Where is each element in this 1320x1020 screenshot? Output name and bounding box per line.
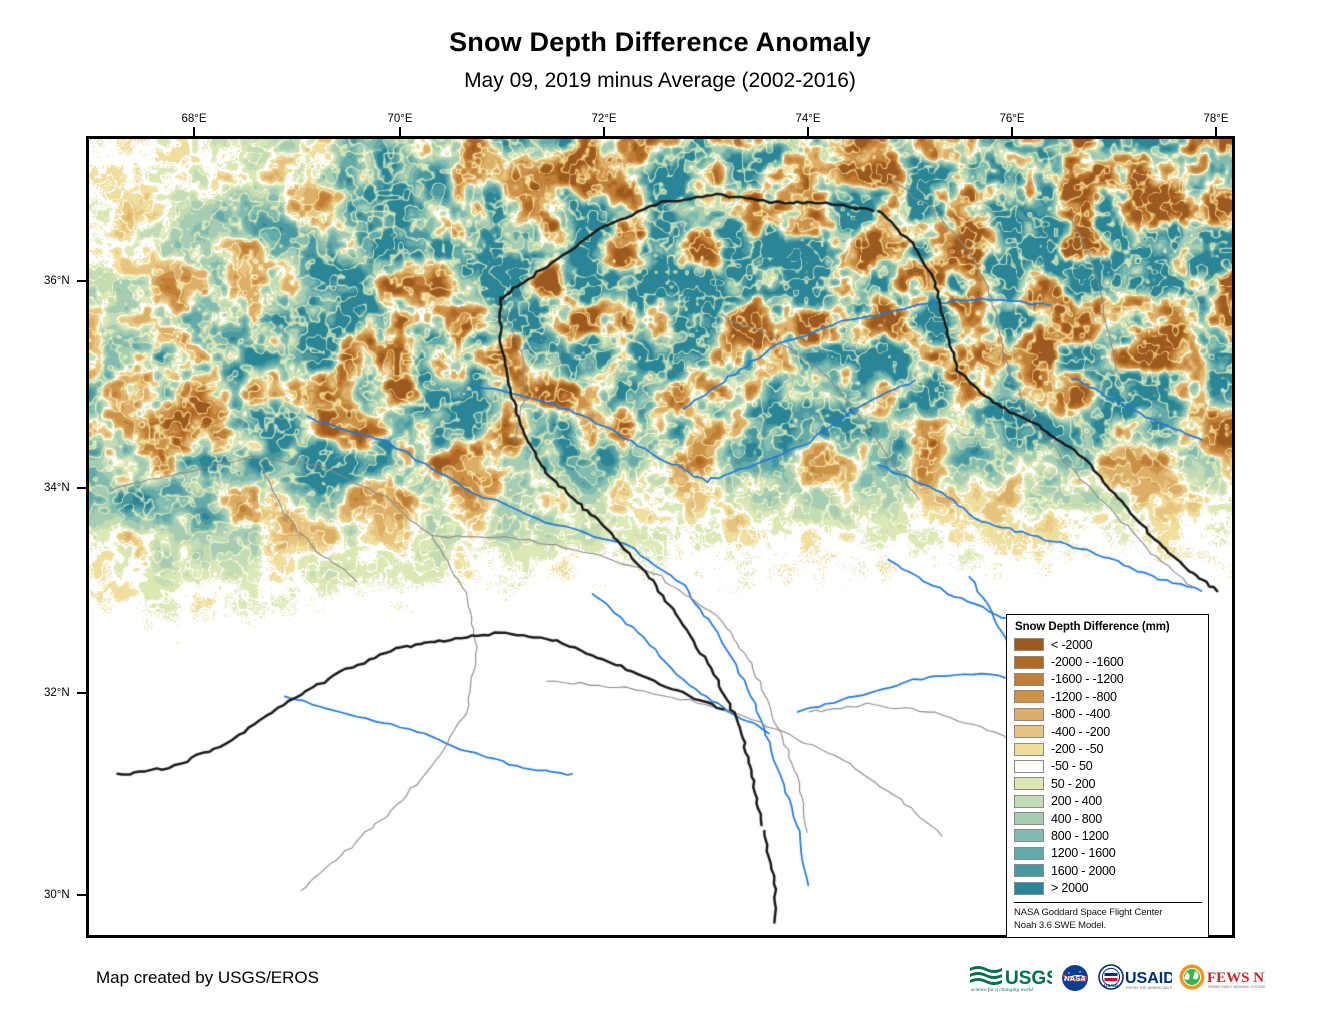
x-tick-label: 78°E (1203, 113, 1229, 125)
y-tick-label: 32°N (44, 687, 70, 699)
legend-row[interactable]: -800 - -400 (1014, 706, 1202, 723)
legend-row[interactable]: -200 - -50 (1014, 740, 1202, 757)
legend-label: 50 - 200 (1051, 776, 1096, 791)
legend-row[interactable]: -400 - -200 (1014, 723, 1202, 740)
legend-swatch (1014, 672, 1044, 686)
x-tick-label: 68°E (181, 113, 207, 125)
legend-label: 400 - 800 (1051, 811, 1103, 826)
svg-text:USGS: USGS (1005, 968, 1052, 989)
usgs-logo[interactable]: USGS science for a changing world (968, 961, 1052, 995)
legend-label: -50 - 50 (1051, 759, 1093, 774)
x-tick-mark (1215, 127, 1217, 136)
legend-swatch (1014, 742, 1044, 756)
legend-swatch (1014, 638, 1044, 652)
legend-swatch (1014, 881, 1044, 895)
x-tick-label: 72°E (591, 113, 617, 125)
legend-swatch (1014, 864, 1044, 878)
svg-text:USAID: USAID (1104, 983, 1118, 988)
x-tick-mark (193, 127, 195, 136)
legend-row[interactable]: 1200 - 1600 (1014, 845, 1202, 862)
x-tick-mark (1011, 127, 1013, 136)
usaid-logo[interactable]: USAID USAID FROM THE AMERICAN PEOPLE (1098, 961, 1172, 995)
legend-label: -800 - -400 (1051, 707, 1110, 722)
legend-label: -400 - -200 (1051, 724, 1110, 739)
legend-row[interactable]: < -2000 (1014, 636, 1202, 653)
legend-label: 1200 - 1600 (1051, 846, 1116, 861)
legend-row[interactable]: 1600 - 2000 (1014, 862, 1202, 879)
legend-row[interactable]: -1600 - -1200 (1014, 671, 1202, 688)
y-tick-label: 34°N (44, 482, 70, 494)
legend-title: Snow Depth Difference (mm) (1015, 621, 1170, 633)
svg-text:FROM THE AMERICAN PEOPLE: FROM THE AMERICAN PEOPLE (1126, 985, 1172, 990)
x-tick-mark (399, 127, 401, 136)
nasa-logo[interactable]: NASA (1059, 961, 1091, 995)
y-tick-mark (77, 692, 86, 694)
legend-divider (1014, 901, 1202, 903)
x-tick-label: 74°E (795, 113, 821, 125)
legend-label: -1200 - -800 (1051, 689, 1117, 704)
legend-label: 200 - 400 (1051, 794, 1103, 809)
legend-class-list: < -2000 -2000 - -1600 -1600 - -1200 -1200 -… (1014, 636, 1202, 897)
legend-swatch (1014, 812, 1044, 826)
legend-swatch (1014, 846, 1044, 860)
x-tick-label: 76°E (999, 113, 1025, 125)
agency-logo-strip: USGS science for a changing world NASA U… (968, 960, 1265, 996)
svg-text:NASA: NASA (1064, 974, 1086, 983)
legend-row[interactable]: 200 - 400 (1014, 793, 1202, 810)
legend-swatch (1014, 777, 1044, 791)
svg-text:FEWS NET: FEWS NET (1207, 970, 1265, 986)
legend-swatch (1014, 707, 1044, 721)
legend-row[interactable]: 50 - 200 (1014, 775, 1202, 792)
legend-swatch (1014, 794, 1044, 808)
page-subtitle: May 09, 2019 minus Average (2002-2016) (464, 68, 856, 92)
x-tick-mark (603, 127, 605, 136)
y-tick-label: 36°N (44, 275, 70, 287)
fewsnet-logo[interactable]: FEWS NET FAMINE EARLY WARNING SYSTEMS NE… (1179, 961, 1265, 995)
svg-text:FAMINE EARLY WARNING SYSTEMS N: FAMINE EARLY WARNING SYSTEMS NETWORK (1208, 985, 1265, 989)
legend-row[interactable]: -2000 - -1600 (1014, 653, 1202, 670)
legend-note-line-1: NASA Goddard Space Flight Center (1014, 906, 1163, 918)
map-legend[interactable]: Snow Depth Difference (mm) < -2000 -2000 … (1006, 614, 1209, 939)
legend-swatch (1014, 829, 1044, 843)
x-tick-mark (807, 127, 809, 136)
legend-swatch (1014, 725, 1044, 739)
legend-row[interactable]: -1200 - -800 (1014, 688, 1202, 705)
y-tick-mark (77, 280, 86, 282)
legend-label: -2000 - -1600 (1051, 655, 1124, 670)
legend-label: -200 - -50 (1051, 742, 1104, 757)
y-tick-mark (77, 487, 86, 489)
legend-note-line-2: Noah 3.6 SWE Model. (1014, 919, 1107, 931)
legend-row[interactable]: > 2000 (1014, 879, 1202, 896)
legend-row[interactable]: 800 - 1200 (1014, 827, 1202, 844)
legend-label: -1600 - -1200 (1051, 672, 1124, 687)
legend-label: > 2000 (1051, 881, 1089, 896)
y-tick-mark (77, 894, 86, 896)
legend-label: < -2000 (1051, 637, 1093, 652)
page-title: Snow Depth Difference Anomaly (449, 27, 871, 57)
legend-swatch (1014, 759, 1044, 773)
title-block: Snow Depth Difference Anomaly May 09, 20… (0, 27, 1320, 92)
legend-row[interactable]: -50 - 50 (1014, 758, 1202, 775)
legend-label: 1600 - 2000 (1051, 863, 1116, 878)
x-tick-label: 70°E (387, 113, 413, 125)
map-credit: Map created by USGS/EROS (96, 968, 319, 987)
y-tick-label: 30°N (44, 889, 70, 901)
legend-row[interactable]: 400 - 800 (1014, 810, 1202, 827)
legend-swatch (1014, 690, 1044, 704)
legend-label: 800 - 1200 (1051, 828, 1109, 843)
svg-text:science for a changing world: science for a changing world (971, 986, 1033, 993)
map-frame[interactable] (86, 136, 1235, 938)
legend-swatch (1014, 655, 1044, 669)
legend-source-note: NASA Goddard Space Flight Center Noah 3.… (1014, 907, 1202, 933)
svg-text:USAID: USAID (1125, 970, 1172, 987)
